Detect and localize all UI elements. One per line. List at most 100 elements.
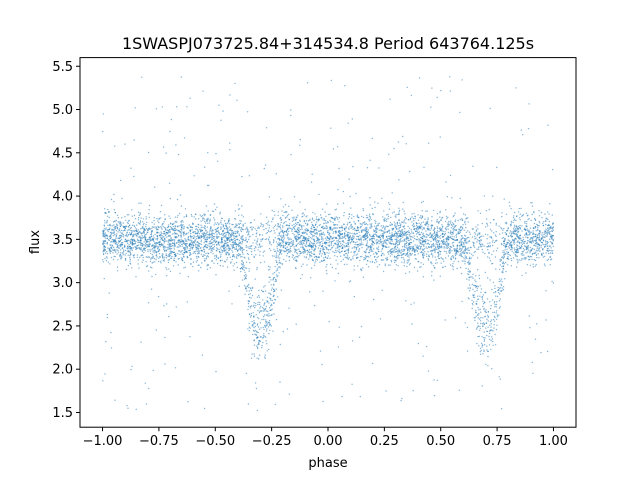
data-point: [322, 290, 324, 292]
data-point: [295, 245, 297, 247]
data-point: [245, 273, 247, 276]
data-point: [161, 237, 163, 239]
data-point: [510, 257, 512, 260]
data-point: [160, 244, 163, 246]
data-point: [420, 215, 422, 217]
data-point: [145, 227, 148, 230]
data-point: [479, 347, 482, 350]
data-point: [256, 345, 258, 347]
data-point: [131, 230, 133, 232]
data-point: [152, 369, 154, 372]
data-point: [413, 250, 415, 252]
data-point: [451, 235, 453, 238]
data-point: [156, 217, 158, 220]
data-point: [475, 226, 477, 228]
data-point: [278, 237, 280, 240]
data-point: [324, 237, 327, 239]
data-point: [337, 263, 339, 265]
data-point: [529, 232, 531, 235]
data-point: [410, 242, 412, 244]
data-point: [341, 247, 344, 249]
data-point: [276, 276, 278, 278]
data-point: [288, 219, 291, 221]
data-point: [436, 230, 439, 232]
data-point: [212, 241, 214, 243]
data-point: [350, 223, 352, 226]
data-point: [449, 232, 452, 235]
data-point: [464, 258, 466, 260]
data-point: [398, 207, 400, 209]
data-point: [326, 203, 328, 205]
data-point: [154, 250, 156, 252]
data-point: [415, 230, 417, 233]
data-point: [273, 230, 275, 232]
data-point: [259, 246, 262, 248]
data-point: [527, 128, 530, 130]
data-point: [168, 182, 171, 184]
data-point: [253, 302, 255, 304]
data-point: [137, 263, 139, 265]
data-point: [337, 241, 339, 243]
data-point: [133, 256, 135, 259]
data-point: [151, 253, 154, 256]
data-point: [277, 296, 279, 298]
data-point: [147, 245, 149, 248]
data-point: [456, 247, 458, 250]
data-point: [260, 327, 262, 329]
data-point: [484, 315, 487, 317]
data-point: [245, 261, 248, 263]
data-point: [293, 223, 295, 226]
data-point: [311, 226, 313, 228]
data-point: [538, 225, 540, 227]
data-point: [425, 221, 427, 223]
data-point: [454, 257, 457, 259]
data-point: [257, 227, 259, 229]
data-point: [428, 246, 430, 248]
data-point: [500, 278, 503, 280]
data-point: [265, 319, 267, 321]
data-point: [272, 227, 274, 229]
data-point: [549, 245, 551, 247]
data-point: [348, 228, 350, 230]
data-point: [478, 309, 480, 311]
data-point: [249, 296, 251, 299]
data-point: [168, 268, 170, 270]
data-point: [419, 233, 422, 236]
data-point: [278, 259, 280, 261]
data-point: [502, 229, 504, 231]
data-point: [480, 244, 482, 246]
data-point: [504, 246, 507, 249]
data-point: [479, 246, 481, 248]
data-point: [377, 255, 380, 258]
data-point: [168, 255, 171, 258]
data-point: [396, 228, 398, 230]
data-point: [420, 236, 422, 239]
data-point: [538, 235, 541, 237]
data-point: [236, 256, 238, 258]
data-point: [403, 250, 405, 252]
data-point: [414, 251, 416, 253]
data-point: [105, 340, 107, 343]
data-point: [452, 244, 454, 246]
data-point: [343, 263, 346, 266]
data-point: [377, 224, 379, 227]
data-point: [373, 230, 376, 232]
data-point: [127, 239, 129, 241]
data-point: [235, 224, 238, 227]
data-point: [140, 247, 142, 249]
data-point: [452, 230, 455, 232]
data-point: [174, 255, 176, 258]
data-point: [326, 272, 328, 275]
data-point: [247, 234, 249, 236]
data-point: [483, 350, 485, 353]
data-point: [368, 220, 371, 222]
data-point: [177, 153, 180, 156]
data-point: [464, 222, 466, 224]
data-point: [318, 256, 320, 259]
data-point: [503, 242, 505, 244]
data-point: [480, 317, 482, 319]
data-point: [151, 226, 154, 228]
data-point: [122, 230, 125, 232]
data-point: [233, 255, 235, 257]
data-point: [242, 223, 244, 226]
